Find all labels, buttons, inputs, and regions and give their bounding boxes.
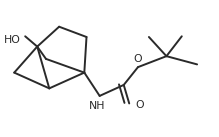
Text: O: O xyxy=(134,54,142,64)
Text: NH: NH xyxy=(89,101,106,111)
Text: HO: HO xyxy=(4,35,21,45)
Text: O: O xyxy=(136,101,144,110)
